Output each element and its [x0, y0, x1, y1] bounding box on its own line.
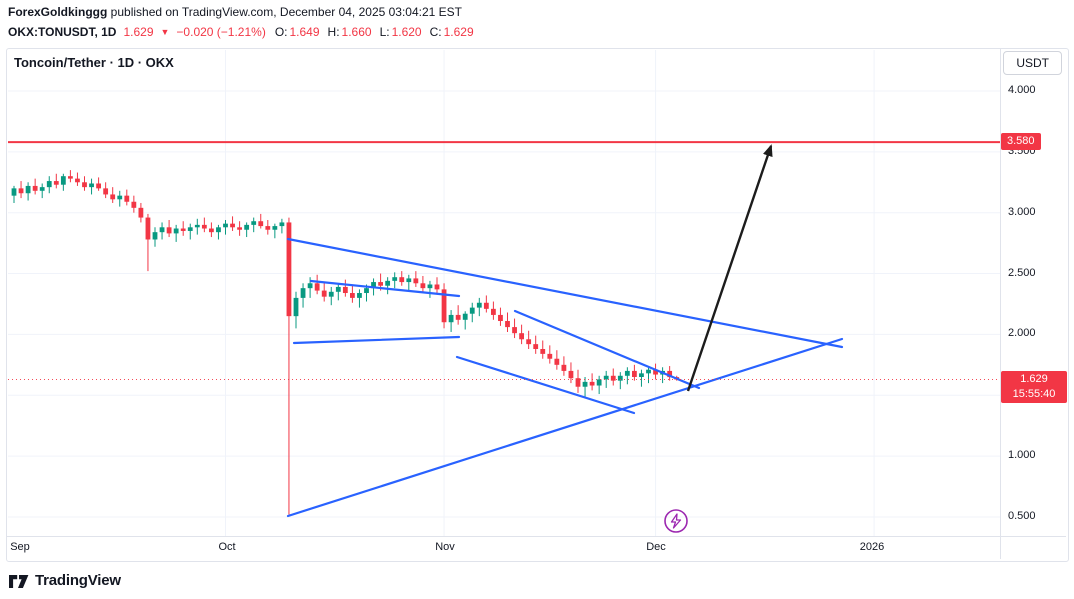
tradingview-logo-link[interactable]: TradingView [8, 571, 121, 589]
last-price-label: 1.629 15:55:40 [1001, 370, 1067, 403]
close-label: C: [429, 25, 442, 39]
close-value: 1.629 [443, 25, 474, 39]
boost-lightning-icon[interactable] [664, 509, 688, 533]
ohlc-open: O: 1.649 [275, 24, 320, 40]
high-value: 1.660 [341, 25, 372, 39]
ohlc-high: H: 1.660 [328, 24, 372, 40]
low-label: L: [379, 25, 390, 39]
ohlc-close: C: 1.629 [430, 24, 474, 40]
tradingview-logo-icon [9, 575, 29, 588]
bar-countdown: 15:55:40 [1012, 387, 1056, 400]
attribution-line: ForexGoldkinggg published on TradingView… [8, 4, 462, 20]
author-name: ForexGoldkinggg [8, 5, 108, 19]
chart-card [6, 48, 1069, 562]
symbol-title: OKX:TONUSDT, 1D [8, 25, 117, 39]
high-label: H: [327, 25, 340, 39]
last-price-value: 1.629 [123, 25, 154, 39]
symbol-info-bar: OKX:TONUSDT, 1D 1.629 ▼ −0.020 (−1.21%) … [8, 24, 474, 41]
currency-toggle-button[interactable]: USDT [1003, 51, 1062, 75]
publish-info: published on TradingView.com, December 0… [107, 5, 463, 19]
time-axis-separator [7, 536, 1066, 537]
price-level-label: 3.580 [1001, 133, 1041, 151]
price-axis-separator [1000, 49, 1001, 559]
down-arrow-icon: ▼ [160, 27, 170, 37]
change-text: −0.020 (−1.21%) [176, 25, 266, 39]
low-value: 1.620 [391, 25, 422, 39]
open-value: 1.649 [289, 25, 320, 39]
chart-legend-title: Toncoin/Tether · 1D · OKX [14, 55, 174, 70]
ohlc-low: L: 1.620 [380, 24, 422, 40]
open-label: O: [274, 25, 288, 39]
last-price-axis-value: 1.629 [1020, 372, 1048, 385]
tradingview-brand-text: TradingView [35, 571, 121, 589]
ohlc-summary: O: 1.649 H: 1.660 L: 1.620 C: 1.629 [275, 24, 474, 40]
